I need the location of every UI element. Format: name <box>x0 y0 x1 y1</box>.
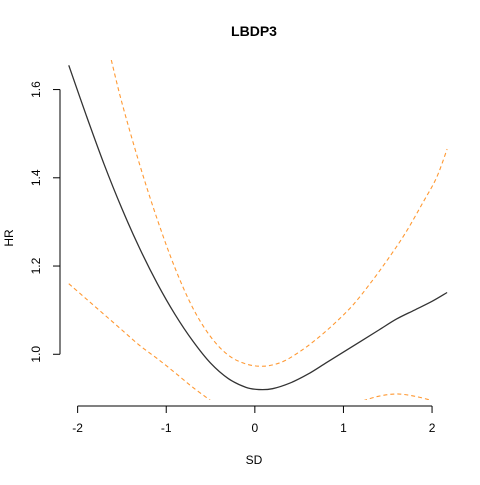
x-axis-label: SD <box>246 453 263 467</box>
x-axis: -2 -1 0 1 2 <box>72 405 436 435</box>
x-tick-label: -1 <box>161 421 172 435</box>
plot-area <box>68 60 448 400</box>
y-tick-label: 1.2 <box>29 257 43 274</box>
y-tick-label: 1.4 <box>29 169 43 186</box>
y-axis: 1.0 1.2 1.4 1.6 <box>29 81 61 363</box>
x-tick-label: -2 <box>72 421 83 435</box>
y-axis-label: HR <box>2 229 16 247</box>
y-tick-label: 1.6 <box>29 81 43 98</box>
x-tick-label: 1 <box>340 421 347 435</box>
chart-title: LBDP3 <box>231 23 277 39</box>
x-tick-label: 2 <box>429 421 436 435</box>
upper-ci-line <box>110 60 448 367</box>
hr-estimate-line <box>68 65 448 391</box>
lower-ci-line <box>68 283 211 400</box>
x-tick-label: 0 <box>251 421 258 435</box>
y-tick-label: 1.0 <box>29 346 43 363</box>
